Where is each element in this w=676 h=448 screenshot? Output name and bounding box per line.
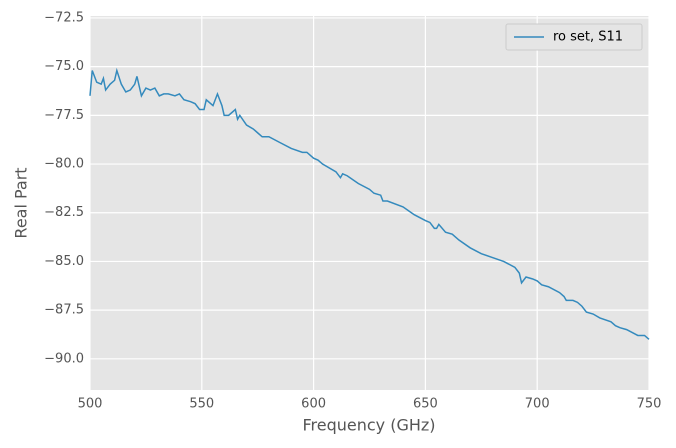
y-tick-label: −90.0 [44,351,84,366]
y-tick-label: −75.0 [44,59,84,74]
plot-background [90,16,649,390]
x-tick-label: 600 [301,397,326,412]
y-tick-label: −87.5 [44,303,84,318]
y-tick-label: −80.0 [44,157,84,172]
legend-box [505,23,643,51]
legend-label: ro set, S11 [553,30,623,45]
y-tick-label: −85.0 [44,254,84,269]
y-tick-label: −82.5 [44,205,84,220]
y-axis-label: Real Part [12,167,31,238]
y-tick-label: −72.5 [44,10,84,25]
y-tick-label: −77.5 [44,108,84,123]
x-tick-label: 750 [637,397,662,412]
x-tick-label: 650 [413,397,438,412]
x-tick-label: 500 [78,397,103,412]
x-tick-label: 550 [189,397,214,412]
data-line [89,67,650,340]
x-tick-label: 700 [525,397,550,412]
x-axis-label: Frequency (GHz) [302,416,435,435]
